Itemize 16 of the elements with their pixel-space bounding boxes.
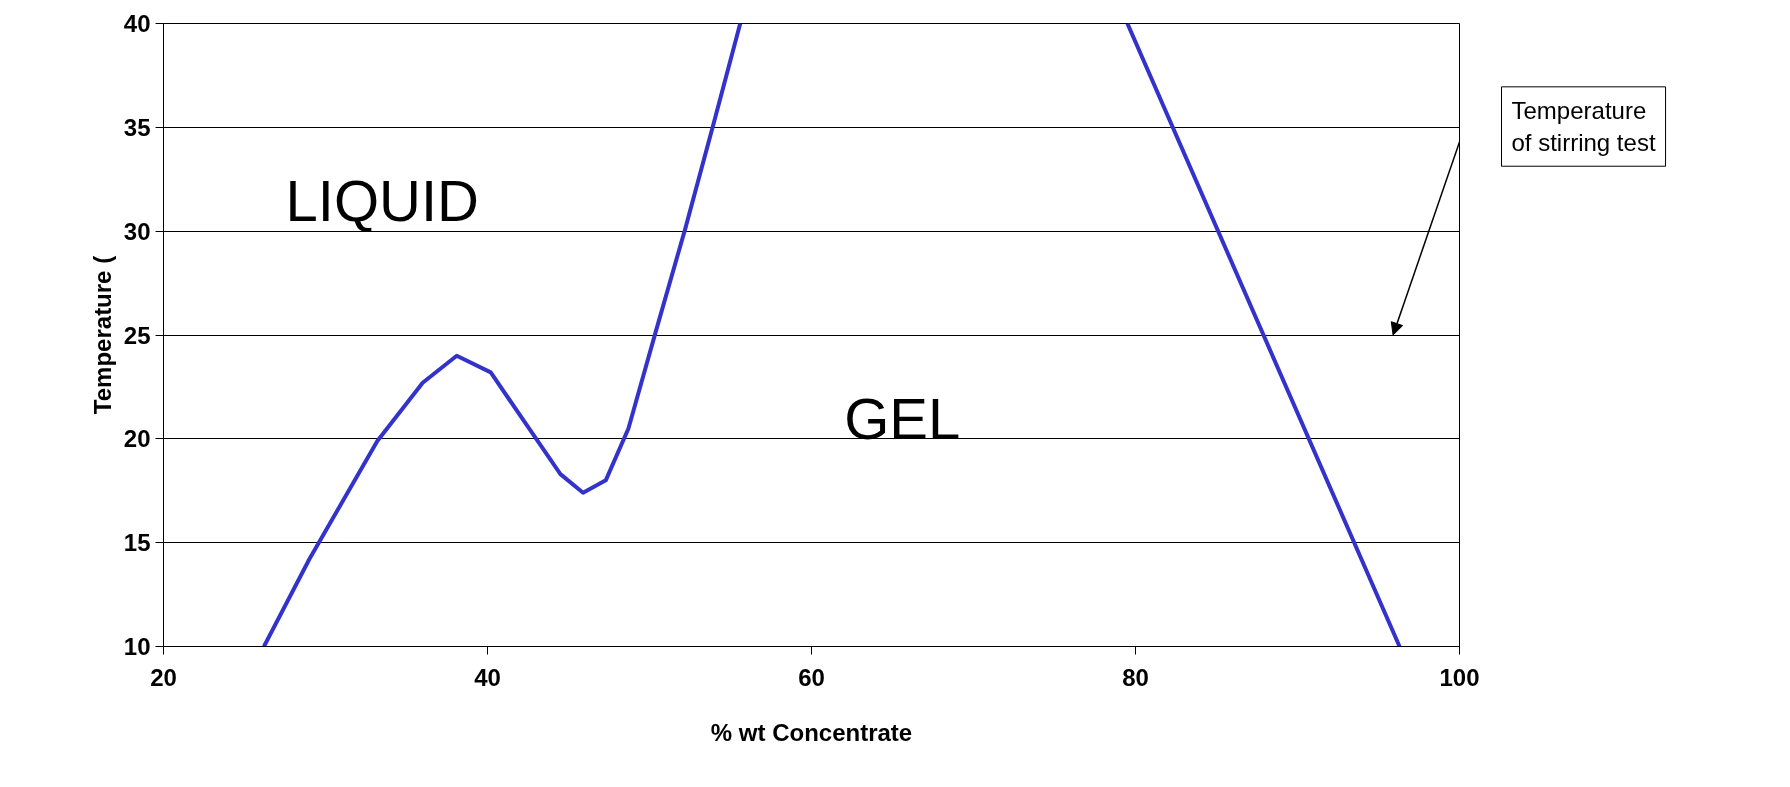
y-tick-label: 25	[123, 321, 151, 349]
y-tick-label: 35	[123, 113, 151, 141]
y-tick-label: 15	[123, 529, 151, 557]
annotation: LIQUID	[285, 167, 479, 233]
x-tick-label: 80	[1122, 663, 1149, 691]
y-tick-label: 10	[123, 633, 151, 660]
y-tick-label: 30	[123, 217, 151, 245]
x-tick-label: 100	[1439, 663, 1480, 691]
text: Temperature of stirring test	[1511, 96, 1656, 157]
x-tick-label: 40	[474, 663, 501, 691]
x-axis-title: % wt Concentrate	[710, 718, 913, 746]
x-tick-label: 20	[150, 663, 177, 691]
y-tick-label: 40	[123, 10, 151, 37]
x-tick-label: 60	[798, 663, 825, 691]
y-tick-label: 20	[123, 425, 151, 453]
y-axis-title: Temperature (	[88, 255, 116, 415]
